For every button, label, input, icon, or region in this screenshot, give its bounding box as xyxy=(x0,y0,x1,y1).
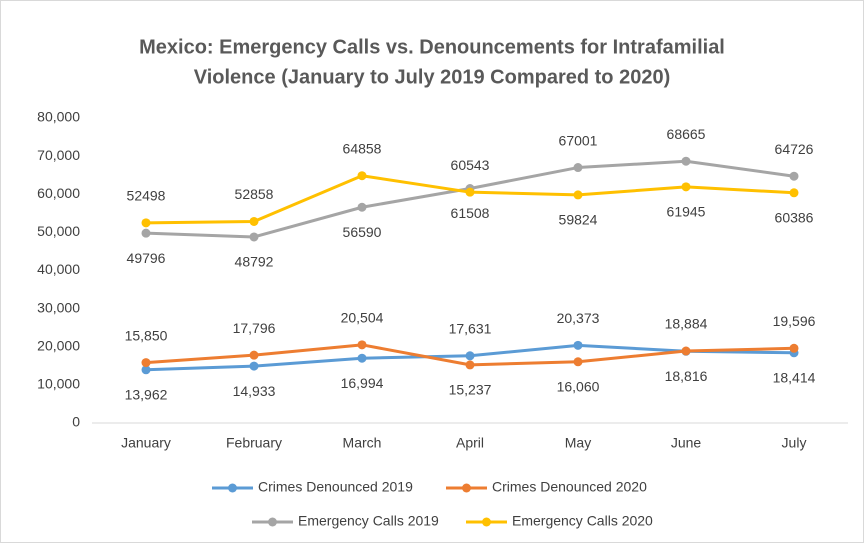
data-point xyxy=(141,358,151,368)
data-point xyxy=(573,190,583,200)
data-label: 17,631 xyxy=(449,320,492,336)
data-point xyxy=(249,232,259,242)
y-tick-label: 10,000 xyxy=(37,376,80,392)
data-label: 49796 xyxy=(127,250,166,266)
data-point xyxy=(357,340,367,350)
legend-marker xyxy=(268,517,277,527)
y-tick-label: 0 xyxy=(72,414,80,430)
data-point xyxy=(141,228,151,238)
y-tick-label: 40,000 xyxy=(37,261,80,277)
data-label: 18,414 xyxy=(773,369,816,385)
data-label: 20,504 xyxy=(341,310,384,326)
data-point xyxy=(357,171,367,181)
data-label: 17,796 xyxy=(233,320,276,336)
data-label: 52858 xyxy=(235,186,274,202)
legend-label: Crimes Denounced 2020 xyxy=(492,479,647,495)
x-tick-label: April xyxy=(456,435,484,451)
chart-title: Violence (January to July 2019 Compared … xyxy=(194,66,670,88)
data-label: 64858 xyxy=(343,140,382,156)
x-tick-label: March xyxy=(343,435,382,451)
data-point xyxy=(573,357,583,367)
data-point xyxy=(681,346,691,356)
data-label: 19,596 xyxy=(773,313,816,329)
data-point xyxy=(357,353,367,363)
data-label: 64726 xyxy=(775,141,814,157)
y-tick-label: 30,000 xyxy=(37,299,80,315)
data-point xyxy=(357,202,367,212)
y-tick-label: 70,000 xyxy=(37,147,80,163)
data-label: 67001 xyxy=(559,132,598,148)
data-point xyxy=(789,171,799,181)
data-label: 20,373 xyxy=(557,310,600,326)
y-tick-label: 60,000 xyxy=(37,185,80,201)
legend-marker xyxy=(482,517,491,527)
x-tick-label: June xyxy=(671,435,702,451)
legend-marker xyxy=(462,483,471,493)
data-label: 15,850 xyxy=(125,327,168,343)
data-label: 61508 xyxy=(451,205,490,221)
data-point xyxy=(249,361,259,371)
data-label: 56590 xyxy=(343,224,382,240)
y-tick-label: 20,000 xyxy=(37,337,80,353)
data-label: 48792 xyxy=(235,254,274,270)
data-label: 16,060 xyxy=(557,378,600,394)
data-point xyxy=(141,218,151,228)
data-point xyxy=(141,365,151,375)
data-point xyxy=(465,360,475,370)
data-point xyxy=(789,188,799,198)
data-point xyxy=(681,156,691,166)
legend-label: Emergency Calls 2019 xyxy=(298,513,439,529)
legend-label: Emergency Calls 2020 xyxy=(512,513,653,529)
data-label: 18,884 xyxy=(665,316,708,332)
data-label: 14,933 xyxy=(233,383,276,399)
y-tick-label: 80,000 xyxy=(37,109,80,125)
data-label: 18,816 xyxy=(665,368,708,384)
data-label: 15,237 xyxy=(449,382,492,398)
data-label: 60386 xyxy=(775,209,814,225)
data-point xyxy=(249,216,259,226)
data-point xyxy=(465,351,475,361)
data-point xyxy=(573,163,583,173)
data-point xyxy=(465,187,475,197)
x-tick-label: January xyxy=(121,435,171,451)
y-tick-label: 50,000 xyxy=(37,223,80,239)
data-label: 61945 xyxy=(667,204,706,220)
data-label: 13,962 xyxy=(125,386,168,402)
data-point xyxy=(681,182,691,192)
data-label: 59824 xyxy=(559,212,598,228)
x-tick-label: May xyxy=(565,435,591,451)
chart-title: Mexico: Emergency Calls vs. Denouncement… xyxy=(139,36,725,58)
x-tick-label: July xyxy=(782,435,807,451)
data-point xyxy=(249,350,259,360)
legend-label: Crimes Denounced 2019 xyxy=(258,479,413,495)
x-tick-label: February xyxy=(226,435,282,451)
data-point xyxy=(789,343,799,353)
data-label: 60543 xyxy=(451,157,490,173)
data-label: 16,994 xyxy=(341,375,384,391)
data-label: 68665 xyxy=(667,126,706,142)
legend-marker xyxy=(228,483,237,493)
data-label: 52498 xyxy=(127,188,166,204)
data-point xyxy=(573,340,583,350)
